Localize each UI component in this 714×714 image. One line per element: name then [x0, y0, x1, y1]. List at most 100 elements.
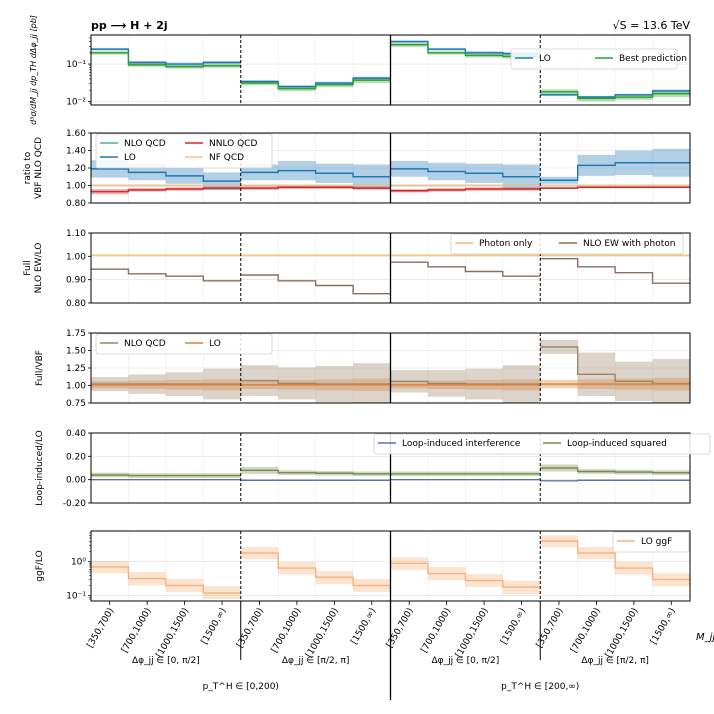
- series-line: [91, 52, 241, 68]
- legend-box: [95, 133, 273, 169]
- legend-box: [510, 48, 678, 70]
- y-tick-label: 10⁰: [71, 558, 86, 568]
- series-line: [540, 540, 690, 581]
- series-line: [240, 552, 391, 587]
- energy-label: √S = 13.6 TeV: [613, 19, 691, 32]
- y-tick-label: -0.20: [63, 499, 87, 509]
- series-line: [540, 186, 690, 189]
- y-axis-label: NLO EW/LO: [34, 243, 44, 294]
- x-tick-label: [350,700): [535, 607, 566, 650]
- series-line: [390, 188, 541, 192]
- series-line: [540, 257, 690, 284]
- x-tick-label: [1500,∞): [350, 607, 379, 647]
- series-line: [390, 562, 541, 588]
- y-tick-label: 1.40: [66, 147, 86, 157]
- x-tick-label: [350,700): [385, 607, 416, 650]
- legend-label: NLO EW with photon: [583, 239, 675, 249]
- y-tick-label: 0.90: [66, 276, 86, 286]
- y-tick-label: 0.80: [66, 299, 86, 309]
- series-line: [91, 268, 241, 282]
- x-tick-label: [1500,∞): [200, 607, 229, 647]
- legend-label: NNLO QCD: [209, 139, 257, 149]
- legend-label: NF QCD: [209, 153, 244, 163]
- y-axis-label: Full: [23, 260, 33, 275]
- y-tick-label: 10⁻¹: [66, 60, 86, 70]
- y-axis-label: ratio to: [23, 151, 33, 184]
- mjj-axis-label: M_jj: [696, 632, 714, 643]
- y-tick-label: 0.00: [66, 476, 86, 486]
- legend-label: Loop-induced squared: [567, 439, 667, 449]
- x-tick-label: [700,1000): [270, 607, 304, 655]
- legend-label: LO: [539, 54, 551, 64]
- x-tick-label: [700,1000): [569, 607, 603, 655]
- legend-label: Best prediction: [619, 54, 687, 64]
- legend-label: Photon only: [479, 239, 533, 249]
- y-tick-label: 1.00: [66, 182, 86, 192]
- series-line: [390, 168, 541, 178]
- uncertainty-band: [652, 358, 690, 403]
- legend-label: NLO QCD: [124, 339, 166, 349]
- series-line: [390, 261, 541, 277]
- x-tick-label: [1000,1500): [454, 607, 491, 660]
- x-tick-label: [350,700): [235, 607, 266, 650]
- series-line: [240, 469, 391, 475]
- y-axis-label: ggF/LO: [35, 550, 45, 581]
- legend-box: [450, 233, 684, 255]
- legend-box: [95, 333, 273, 355]
- series-line: [540, 346, 690, 385]
- series-line: [91, 187, 241, 193]
- series-line: [91, 168, 241, 182]
- y-tick-label: 1.75: [66, 329, 86, 339]
- x-tick-label: [1500,∞): [499, 607, 528, 647]
- x-tick-label: [1000,1500): [155, 607, 192, 660]
- y-tick-label: 1.20: [66, 164, 86, 174]
- series-line: [390, 43, 541, 58]
- dphi-group-label: Δφ_jj ∈ [0, π/2]: [132, 656, 200, 666]
- series-line: [91, 48, 241, 65]
- y-axis-label: Full/VBF: [35, 350, 45, 386]
- y-tick-label: 1.10: [66, 229, 86, 239]
- panel-frame: [90, 232, 691, 304]
- panel-frame: [90, 132, 691, 204]
- series-line: [390, 40, 541, 55]
- dphi-group-label: Δφ_jj ∈ [π/2, π]: [581, 656, 649, 666]
- y-tick-label: 1.50: [66, 347, 86, 357]
- y-axis-label: VBF NLO QCD: [34, 137, 44, 199]
- legend-box: [612, 531, 690, 553]
- legend-box: [373, 433, 711, 455]
- y-tick-label: 0.20: [66, 452, 86, 462]
- x-tick-label: [1000,1500): [604, 607, 641, 660]
- series-line: [240, 274, 391, 295]
- series-line: [91, 474, 241, 477]
- process-title: pp ⟶ H + 2j: [91, 19, 168, 32]
- series-line: [240, 79, 391, 90]
- panel-frame: [90, 34, 691, 106]
- y-tick-label: 1.00: [66, 252, 86, 262]
- panel-frame: [90, 332, 691, 404]
- dphi-group-label: Δφ_jj ∈ [π/2, π]: [282, 656, 350, 666]
- y-axis-label: Loop-induced/LO: [35, 430, 45, 505]
- y-tick-label: 10⁻¹: [66, 592, 86, 602]
- x-tick-label: [1000,1500): [304, 607, 341, 660]
- x-tick-label: [1500,∞): [649, 607, 678, 647]
- y-tick-label: 0.80: [66, 199, 86, 209]
- x-tick-label: [700,1000): [120, 607, 154, 655]
- y-tick-label: 10⁻²: [66, 97, 86, 107]
- x-tick-label: [700,1000): [420, 607, 454, 655]
- legend-label: LO: [124, 153, 136, 163]
- legend-label: LO ggF: [641, 537, 672, 547]
- x-tick-label: [350,700): [86, 607, 117, 650]
- y-tick-label: 1.00: [66, 382, 86, 392]
- y-tick-label: 1.60: [66, 129, 86, 139]
- y-tick-label: 0.75: [66, 399, 86, 409]
- pt-group-label: p_T^H ∈ [0,200): [203, 682, 279, 692]
- dphi-group-label: Δφ_jj ∈ [0, π/2]: [431, 656, 499, 666]
- series-line: [91, 566, 241, 594]
- series-line: [240, 169, 391, 178]
- series-line: [240, 186, 391, 189]
- pt-group-label: p_T^H ∈ [200,∞): [501, 682, 579, 692]
- series-line: [540, 479, 690, 482]
- legend-label: LO: [209, 339, 221, 349]
- series-line: [540, 91, 690, 100]
